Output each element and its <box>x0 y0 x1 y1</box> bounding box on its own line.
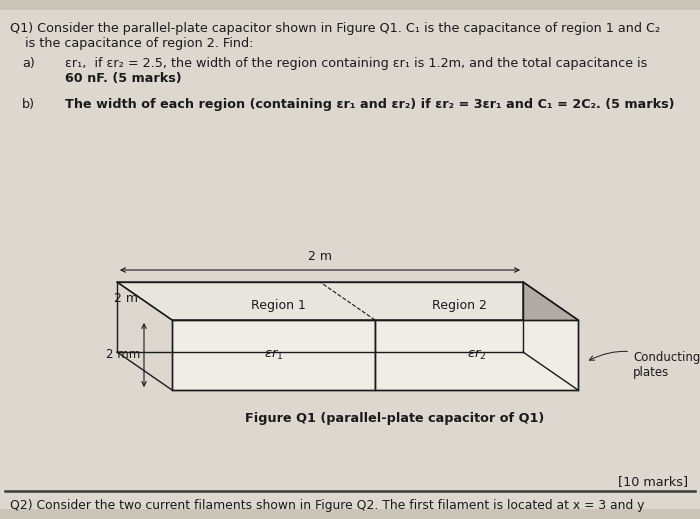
Polygon shape <box>523 282 578 390</box>
Text: Region 1: Region 1 <box>251 299 306 312</box>
Text: Region 2: Region 2 <box>432 299 486 312</box>
Polygon shape <box>117 282 578 320</box>
Text: 2 mm: 2 mm <box>106 348 140 362</box>
Polygon shape <box>375 320 578 390</box>
Text: Q2) Consider the two current filaments shown in Figure Q2. The first filament is: Q2) Consider the two current filaments s… <box>10 499 645 512</box>
FancyBboxPatch shape <box>0 10 700 509</box>
Text: $\varepsilon r_2$: $\varepsilon r_2$ <box>467 348 486 362</box>
Text: b): b) <box>22 98 35 111</box>
Text: Conducting
plates: Conducting plates <box>589 351 700 379</box>
Text: is the capacitance of region 2. Find:: is the capacitance of region 2. Find: <box>25 37 253 50</box>
Text: εr₁,  if εr₂ = 2.5, the width of the region containing εr₁ is 1.2m, and the tota: εr₁, if εr₂ = 2.5, the width of the regi… <box>65 57 648 70</box>
Text: Q1) Consider the parallel-plate capacitor shown in Figure Q1. C₁ is the capacita: Q1) Consider the parallel-plate capacito… <box>10 22 660 35</box>
Text: The width of each region (containing εr₁ and εr₂) if εr₂ = 3εr₁ and C₁ = 2C₂. (5: The width of each region (containing εr₁… <box>65 98 675 111</box>
Text: 60 nF. (5 marks): 60 nF. (5 marks) <box>65 72 181 85</box>
Text: a): a) <box>22 57 35 70</box>
Text: Figure Q1 (parallel-plate capacitor of Q1): Figure Q1 (parallel-plate capacitor of Q… <box>246 412 545 425</box>
Text: [10 marks]: [10 marks] <box>618 475 688 488</box>
Text: 2 m: 2 m <box>115 293 139 306</box>
Polygon shape <box>172 320 375 390</box>
Text: $\varepsilon r_1$: $\varepsilon r_1$ <box>264 348 284 362</box>
Text: 2 m: 2 m <box>308 250 332 263</box>
